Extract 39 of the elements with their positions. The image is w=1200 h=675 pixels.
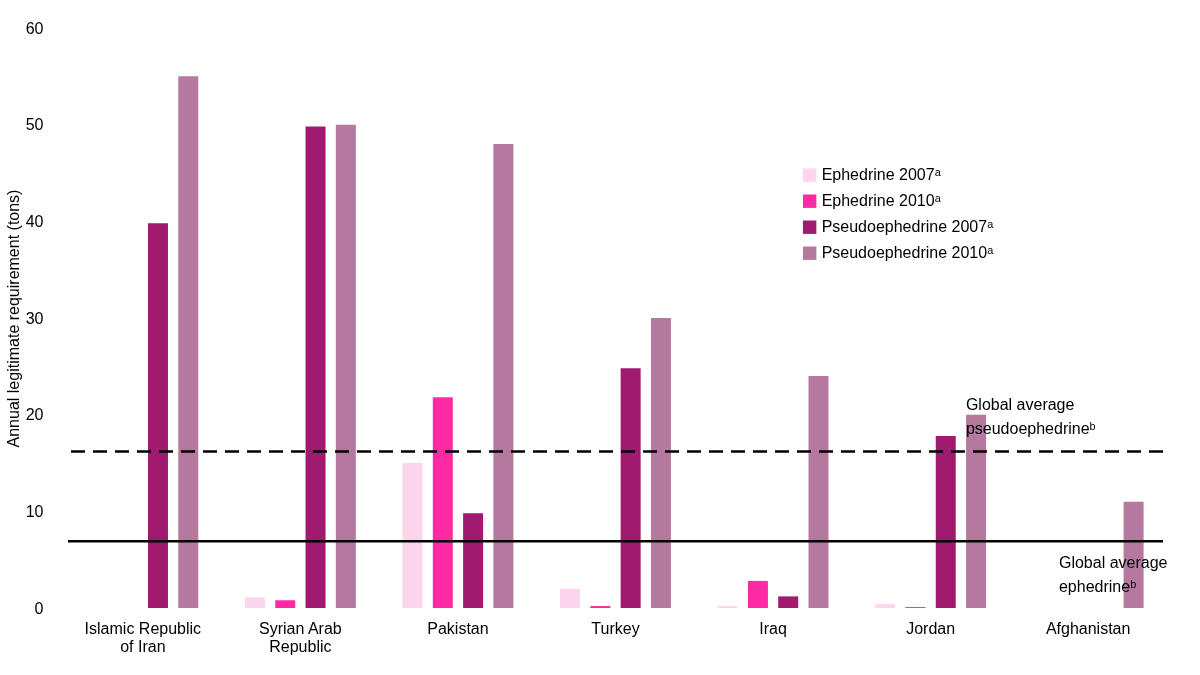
bar <box>650 318 671 608</box>
y-tick-label: 0 <box>34 599 44 617</box>
y-tick-label: 20 <box>25 406 44 424</box>
ref-line-label: Global average pseudoephedrineᵇ <box>965 396 1096 438</box>
bar <box>620 368 641 608</box>
x-tick-label: Islamic Republic of Iran <box>84 619 202 655</box>
bar <box>147 223 168 608</box>
x-tick-label: Iraq <box>759 619 787 637</box>
bar <box>560 588 581 608</box>
x-tick-label: Turkey <box>591 619 640 637</box>
bar <box>875 604 896 608</box>
y-tick-label: 50 <box>25 116 44 134</box>
y-tick-label: 40 <box>25 212 44 230</box>
y-tick-label: 60 <box>25 19 44 37</box>
bar <box>305 126 326 608</box>
bar <box>335 124 356 608</box>
bar <box>747 580 768 608</box>
bar <box>778 596 799 608</box>
x-tick-label: Jordan <box>906 619 956 637</box>
bar <box>493 144 514 608</box>
legend-label: Ephedrine 2010ᵃ <box>821 192 942 210</box>
ref-line-label: Global average ephedrineᵇ <box>1058 554 1168 596</box>
bar <box>808 376 829 608</box>
legend-label: Ephedrine 2007ᵃ <box>821 166 942 184</box>
x-tick-label: Pakistan <box>427 619 489 637</box>
bar <box>432 397 453 608</box>
bar <box>463 513 484 608</box>
bar <box>178 76 199 608</box>
x-tick-label: Syrian Arab Republic <box>259 619 342 655</box>
legend-label: Pseudoephedrine 2007ᵃ <box>821 218 995 236</box>
bar <box>244 597 265 608</box>
bar <box>935 435 956 608</box>
bar <box>402 463 423 608</box>
y-tick-label: 30 <box>25 309 44 327</box>
y-axis-title: Annual legitimate requirement (tons) <box>4 189 22 448</box>
legend-label: Pseudoephedrine 2010ᵃ <box>821 244 995 262</box>
x-tick-label: Afghanistan <box>1045 619 1131 637</box>
y-tick-label: 10 <box>25 502 44 520</box>
bar <box>275 600 296 608</box>
